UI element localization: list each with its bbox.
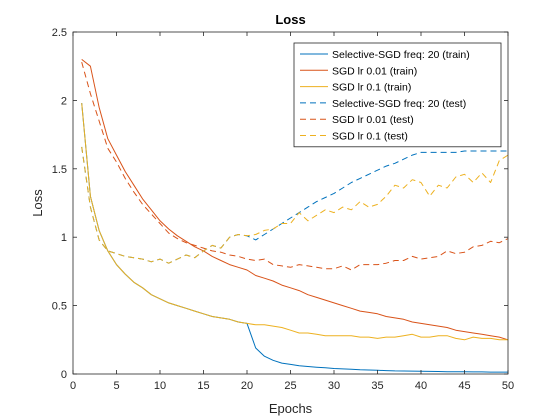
x-tick-label: 25 — [284, 380, 296, 392]
legend-box — [293, 42, 502, 148]
x-tick-label: 10 — [154, 380, 166, 392]
x-tick-label: 15 — [197, 380, 209, 392]
series-line-4 — [81, 61, 509, 271]
x-tick-label: 0 — [70, 380, 76, 392]
series-line-5 — [81, 146, 509, 264]
y-tick-label: 1 — [61, 232, 67, 244]
series-line-1 — [81, 59, 509, 341]
y-tick-label: 1.5 — [52, 164, 67, 176]
y-tick-label: 2 — [61, 95, 67, 107]
axes-box — [72, 31, 509, 375]
x-tick-label: 50 — [502, 380, 514, 392]
y-axis-label: Loss — [30, 189, 45, 217]
legend-label-5: SGD lr 0.1 (test) — [332, 131, 408, 143]
x-tick-label: 5 — [113, 380, 119, 392]
y-tick-label: 0 — [61, 369, 67, 381]
legend-label-2: SGD lr 0.1 (train) — [332, 82, 411, 94]
legend-label-4: SGD lr 0.01 (test) — [332, 114, 414, 126]
series-line-2 — [81, 103, 508, 341]
y-tick-label: 0.5 — [52, 301, 67, 313]
x-axis-label: Epochs — [269, 401, 313, 416]
x-tick-label: 45 — [458, 380, 470, 392]
chart-title: Loss — [275, 12, 305, 27]
x-tick-label: 30 — [328, 380, 340, 392]
legend: Selective-SGD freq: 20 (train) SGD lr 0.0… — [293, 42, 502, 148]
x-tick-label: 35 — [371, 380, 383, 392]
series-layer — [81, 59, 509, 373]
tick-layer: 0 5 10 15 20 25 30 35 40 45 50 0 0.5 1 1.5 2 2.5 — [52, 27, 514, 392]
y-tick-label: 2.5 — [52, 27, 67, 39]
x-tick-label: 40 — [415, 380, 427, 392]
legend-label-0: Selective-SGD freq: 20 (train) — [332, 49, 470, 61]
legend-label-1: SGD lr 0.01 (train) — [332, 65, 417, 77]
x-tick-label: 20 — [241, 380, 253, 392]
legend-label-3: Selective-SGD freq: 20 (test) — [332, 98, 466, 110]
